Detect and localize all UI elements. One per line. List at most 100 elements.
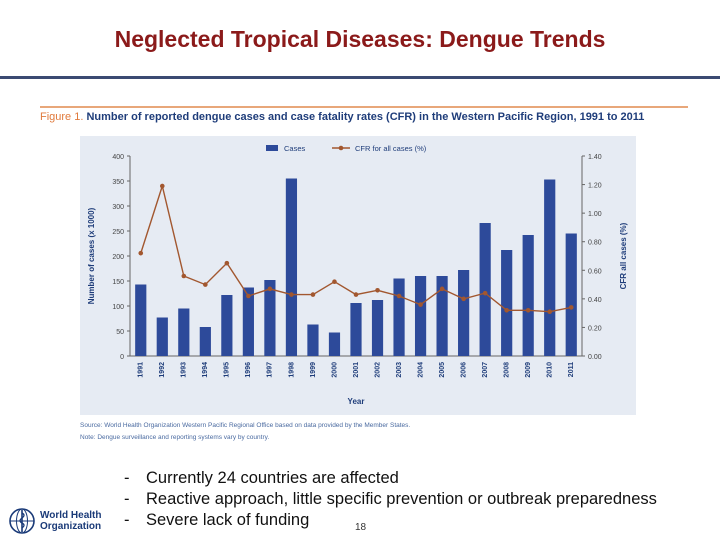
x-tick-label: 1991 bbox=[138, 362, 145, 378]
bar-cases bbox=[156, 317, 168, 356]
y-tick-label: 300 bbox=[112, 204, 124, 211]
figure-label: Figure 1. bbox=[40, 111, 84, 123]
x-tick-label: 1995 bbox=[224, 362, 231, 378]
cfr-point bbox=[203, 282, 208, 287]
chart-background bbox=[80, 136, 636, 415]
x-tick-label: 2003 bbox=[396, 362, 403, 378]
bullet-item: - Reactive approach, little specific prev… bbox=[124, 490, 657, 508]
x-tick-label: 2000 bbox=[331, 362, 338, 378]
x-tick-label: 2001 bbox=[353, 362, 360, 378]
cfr-point bbox=[482, 290, 488, 296]
slide-title: Neglected Tropical Diseases: Dengue Tren… bbox=[114, 26, 606, 52]
bar-cases bbox=[221, 295, 233, 356]
cfr-point bbox=[289, 292, 294, 297]
x-tick-label: 2006 bbox=[460, 362, 467, 378]
cfr-point bbox=[375, 287, 380, 293]
y2-tick-label: 0.40 bbox=[588, 297, 602, 304]
cfr-point bbox=[181, 273, 187, 279]
bar-cases bbox=[135, 284, 147, 356]
cfr-point bbox=[267, 286, 273, 292]
x-tick-label: 2011 bbox=[568, 362, 575, 377]
cfr-point bbox=[418, 302, 423, 307]
title-divider bbox=[0, 76, 720, 79]
bullet-item: - Currently 24 countries are affected bbox=[124, 469, 399, 487]
bar-cases bbox=[199, 327, 211, 356]
y-tick-label: 150 bbox=[112, 279, 124, 286]
y-tick-label: 200 bbox=[112, 254, 124, 261]
cfr-point bbox=[159, 183, 165, 189]
x-tick-label: 2009 bbox=[525, 362, 532, 378]
cfr-point bbox=[568, 305, 574, 310]
y2-tick-label: 1.20 bbox=[588, 183, 602, 190]
cfr-point bbox=[396, 293, 402, 299]
bullet-text: Currently 24 countries are affected bbox=[146, 469, 399, 487]
bar-cases bbox=[393, 278, 405, 356]
bar-cases bbox=[501, 250, 513, 356]
y-tick-label: 0 bbox=[120, 354, 124, 361]
cfr-point bbox=[224, 260, 230, 266]
x-tick-label: 2005 bbox=[439, 362, 446, 378]
bar-cases bbox=[242, 287, 254, 356]
cfr-point bbox=[138, 250, 144, 256]
y2-tick-label: 1.40 bbox=[588, 154, 602, 161]
page-number: 18 bbox=[355, 522, 367, 533]
x-tick-label: 2010 bbox=[547, 362, 554, 378]
bar-cases bbox=[544, 179, 556, 356]
cfr-point bbox=[246, 293, 251, 299]
x-tick-label: 1999 bbox=[310, 362, 317, 378]
bar-cases bbox=[565, 233, 577, 356]
cfr-point bbox=[461, 296, 466, 302]
cfr-point bbox=[353, 292, 359, 297]
x-tick-label: 1993 bbox=[181, 362, 188, 378]
y2-tick-label: 0.60 bbox=[588, 268, 602, 275]
x-tick-label: 2002 bbox=[374, 362, 381, 378]
y-tick-label: 250 bbox=[112, 229, 124, 236]
x-tick-label: 1997 bbox=[267, 362, 274, 378]
figure-notes: Source: World Health Organization Wester… bbox=[80, 420, 410, 444]
y-axis-label: Number of cases (x 1000) bbox=[87, 207, 96, 304]
bullet-item: - Severe lack of funding bbox=[124, 511, 310, 529]
who-logo-line1: World Health bbox=[40, 510, 102, 521]
bar-cases bbox=[285, 178, 298, 356]
cfr-point bbox=[525, 307, 531, 313]
y-tick-label: 350 bbox=[112, 179, 124, 186]
cfr-point bbox=[332, 279, 337, 285]
bar-cases bbox=[264, 280, 276, 356]
who-logo-line2: Organization bbox=[40, 521, 102, 532]
bar-cases bbox=[479, 223, 491, 356]
x-tick-label: 1994 bbox=[202, 362, 209, 378]
bar-cases bbox=[371, 300, 384, 356]
y-tick-label: 400 bbox=[112, 154, 124, 161]
y2-tick-label: 0.00 bbox=[588, 354, 602, 361]
x-tick-label: 1992 bbox=[159, 362, 166, 378]
cfr-point bbox=[439, 286, 445, 292]
y2-tick-label: 1.00 bbox=[588, 211, 602, 218]
cfr-point bbox=[310, 292, 316, 297]
y-tick-label: 100 bbox=[112, 304, 124, 311]
bullet-text: Severe lack of funding bbox=[146, 511, 310, 529]
bar-cases bbox=[350, 303, 362, 356]
figure-source: Source: World Health Organization Wester… bbox=[80, 422, 411, 429]
figure-caption: Figure 1. Number of reported dengue case… bbox=[40, 106, 688, 123]
legend-marker-cfr bbox=[338, 145, 344, 151]
y2-tick-label: 0.20 bbox=[588, 325, 602, 332]
figure-caption-text: Number of reported dengue cases and case… bbox=[86, 111, 645, 123]
bar-cases bbox=[522, 235, 534, 356]
bar-cases bbox=[328, 332, 341, 356]
x-tick-label: 2004 bbox=[417, 362, 424, 378]
legend-swatch-cases bbox=[266, 145, 278, 151]
x-tick-label: 2007 bbox=[482, 362, 489, 378]
who-logo: World Health Organization bbox=[8, 506, 101, 536]
bullet-list: - Currently 24 countries are affected - Re… bbox=[124, 468, 657, 531]
y-tick-label: 50 bbox=[116, 329, 124, 336]
bullet-text: Reactive approach, little specific preve… bbox=[146, 490, 657, 508]
bar-cases bbox=[414, 276, 427, 356]
x-axis-label: Year bbox=[348, 397, 365, 406]
dengue-chart: 0 50 100 150 200 250 300 350 400 0.00 0.20 0.40 0.60… bbox=[87, 144, 628, 406]
x-tick-label: 2008 bbox=[504, 362, 511, 378]
who-emblem-icon bbox=[9, 508, 35, 534]
y2-axis-label: CFR all cases (%) bbox=[619, 222, 628, 289]
bar-cases bbox=[178, 308, 190, 356]
cfr-point bbox=[547, 309, 553, 315]
x-tick-label: 1998 bbox=[288, 362, 295, 378]
